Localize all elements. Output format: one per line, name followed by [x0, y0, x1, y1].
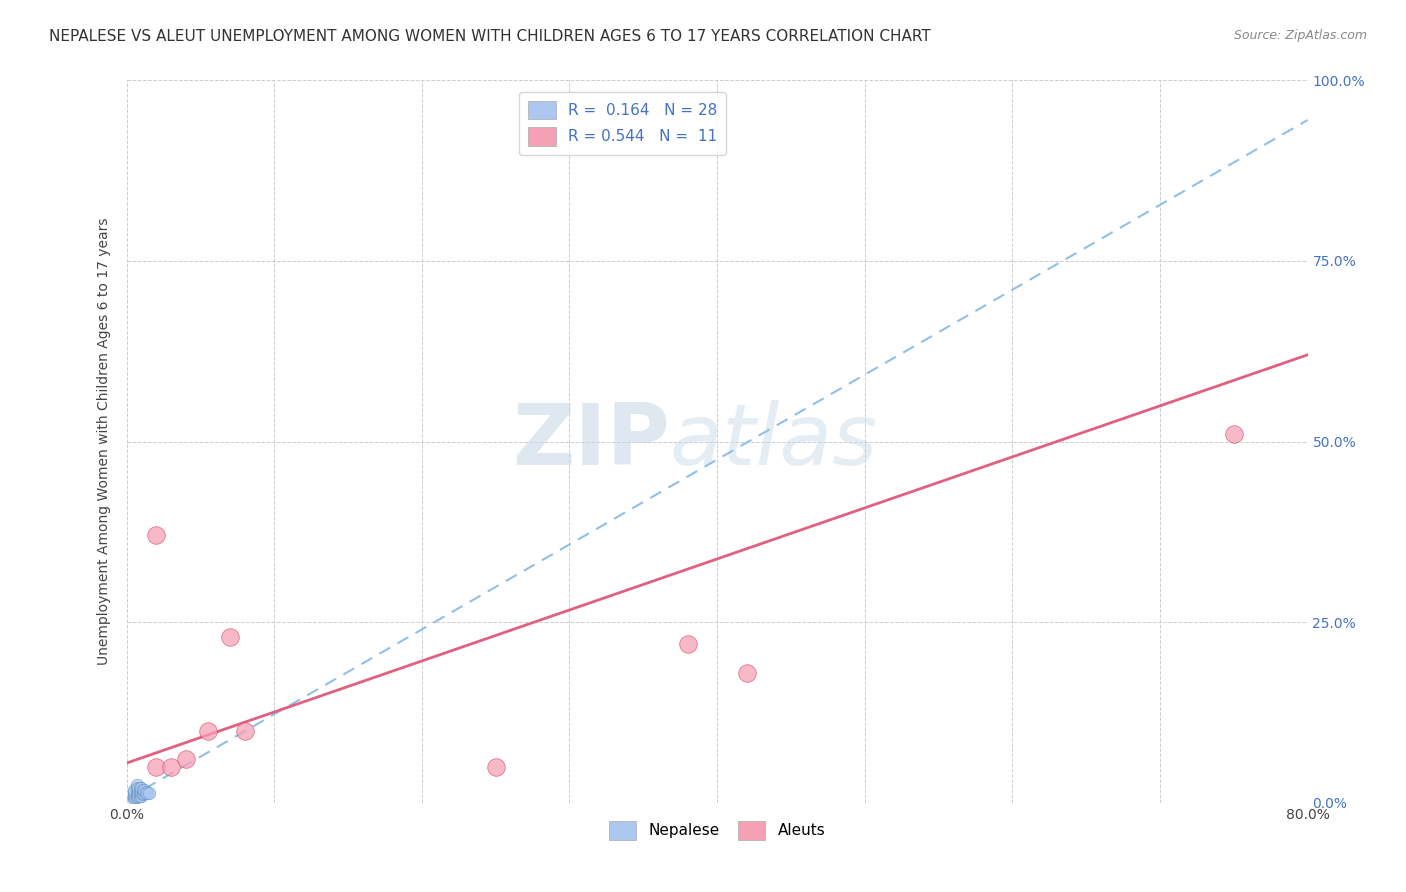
Point [138, 786, 160, 800]
Point [145, 760, 167, 774]
Point [122, 789, 145, 803]
Point [484, 760, 508, 774]
Point [128, 789, 150, 803]
Point [233, 723, 256, 738]
Point [129, 786, 153, 800]
Point [219, 630, 242, 644]
Point [129, 789, 153, 803]
Point [129, 784, 153, 798]
Point [125, 781, 148, 796]
Point [136, 786, 159, 800]
Point [160, 760, 183, 774]
Point [127, 785, 149, 799]
Point [122, 782, 145, 797]
Point [122, 790, 145, 805]
Legend: Nepalese, Aleuts: Nepalese, Aleuts [603, 815, 831, 846]
Point [174, 752, 197, 766]
Text: atlas: atlas [669, 400, 877, 483]
Point [127, 781, 149, 796]
Text: ZIP: ZIP [512, 400, 669, 483]
Point [122, 785, 145, 799]
Point [125, 787, 148, 801]
Y-axis label: Unemployment Among Women with Children Ages 6 to 17 years: Unemployment Among Women with Children A… [97, 218, 111, 665]
Point [125, 778, 148, 792]
Point [735, 665, 758, 680]
Point [128, 781, 150, 796]
Point [1223, 427, 1246, 442]
Point [132, 782, 155, 797]
Point [132, 787, 155, 801]
Point [135, 785, 157, 799]
Point [197, 723, 219, 738]
Point [134, 786, 156, 800]
Point [128, 785, 150, 799]
Point [134, 782, 156, 797]
Point [125, 785, 148, 799]
Point [145, 528, 167, 542]
Text: NEPALESE VS ALEUT UNEMPLOYMENT AMONG WOMEN WITH CHILDREN AGES 6 TO 17 YEARS CORR: NEPALESE VS ALEUT UNEMPLOYMENT AMONG WOM… [49, 29, 931, 44]
Text: Source: ZipAtlas.com: Source: ZipAtlas.com [1233, 29, 1367, 42]
Point [122, 792, 145, 806]
Point [129, 781, 153, 796]
Point [125, 790, 148, 805]
Point [676, 637, 699, 651]
Point [122, 787, 145, 801]
Point [127, 789, 149, 803]
